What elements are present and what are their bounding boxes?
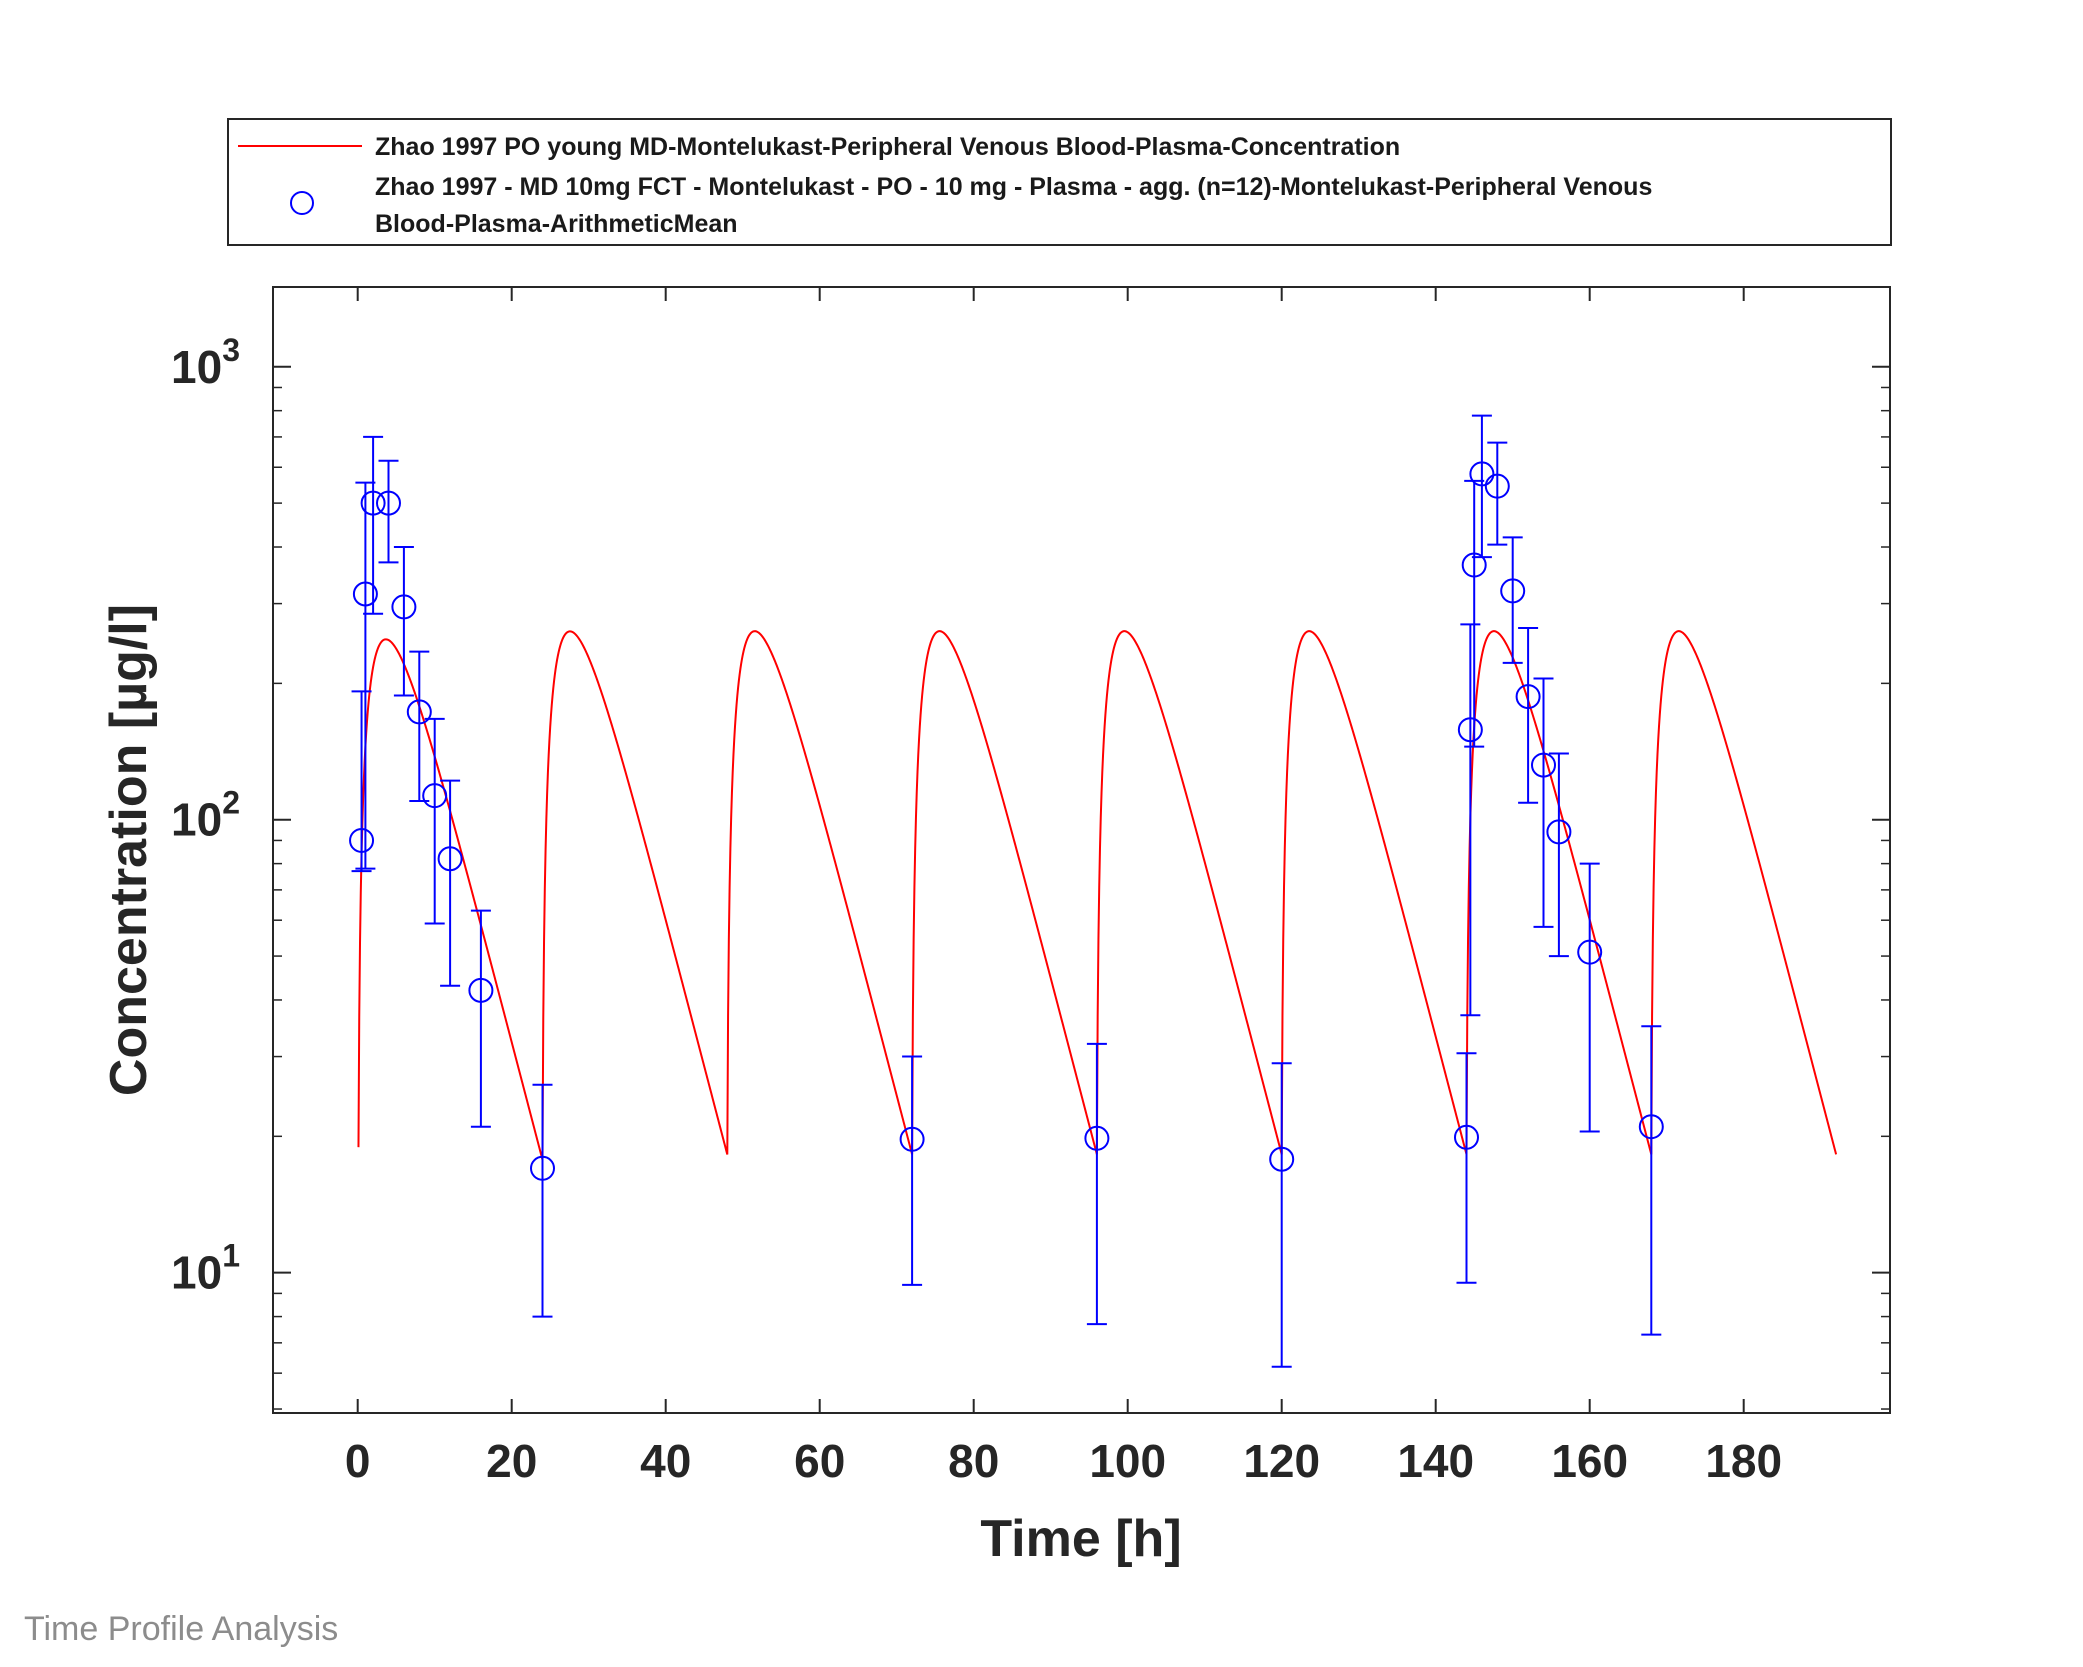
- data-point: [1269, 1146, 1295, 1172]
- y-axis-label: Concentration [µg/l]: [100, 604, 158, 1096]
- data-point: [437, 846, 463, 872]
- x-tick-label: 100: [1089, 1435, 1166, 1487]
- data-point: [1531, 752, 1556, 778]
- legend-box: [227, 118, 1892, 246]
- y-tick-label: 102: [171, 785, 240, 846]
- data-point: [1469, 461, 1495, 487]
- x-tick-label: 20: [486, 1435, 537, 1487]
- data-point: [422, 783, 448, 809]
- data-point: [1638, 1114, 1664, 1140]
- data-point: [391, 594, 417, 620]
- data-point: [376, 490, 401, 516]
- x-tick-label: 60: [794, 1435, 845, 1487]
- data-point: [1500, 578, 1526, 604]
- legend-label-observed-line1: Zhao 1997 - MD 10mg FCT - Montelukast - …: [375, 173, 1652, 201]
- data-point: [468, 977, 494, 1003]
- data-point: [360, 490, 386, 516]
- data-point: [899, 1126, 925, 1152]
- x-tick-label: 160: [1551, 1435, 1628, 1487]
- data-point: [406, 699, 432, 725]
- legend-label-observed-line2: Blood-Plasma-ArithmeticMean: [375, 210, 738, 238]
- x-tick-label: 0: [345, 1435, 371, 1487]
- x-tick-label: 140: [1397, 1435, 1474, 1487]
- data-point: [1084, 1125, 1110, 1151]
- legend-label-simulation: Zhao 1997 PO young MD-Montelukast-Periph…: [375, 133, 1400, 161]
- data-point: [530, 1155, 555, 1181]
- data-point: [349, 827, 375, 853]
- data-point: [1461, 552, 1487, 578]
- data-point: [1454, 1124, 1479, 1150]
- x-tick-label: 120: [1243, 1435, 1320, 1487]
- x-tick-label: 80: [948, 1435, 999, 1487]
- data-point: [1546, 819, 1572, 845]
- ticks-layer: 0 20 40 60 80 100 120 140 160 180 101 102 103: [171, 287, 1890, 1487]
- data-point: [1457, 717, 1483, 743]
- data-point: [1577, 939, 1603, 965]
- legend-marker-swatch: [290, 191, 314, 215]
- data-point: [352, 581, 378, 607]
- x-tick-label: 40: [640, 1435, 691, 1487]
- plot-frame: [272, 286, 1891, 1414]
- x-tick-label: 180: [1705, 1435, 1782, 1487]
- data-point: [1515, 684, 1541, 710]
- footer-caption: Time Profile Analysis: [24, 1610, 339, 1648]
- x-axis-label: Time [h]: [980, 1510, 1181, 1568]
- plot-area: [273, 287, 1890, 1413]
- legend: Zhao 1997 PO young MD-Montelukast-Periph…: [227, 118, 1892, 246]
- y-tick-label: 101: [171, 1238, 240, 1299]
- marks-layer: [349, 414, 1838, 1368]
- data-point: [1484, 473, 1510, 499]
- y-tick-label: 103: [171, 332, 240, 393]
